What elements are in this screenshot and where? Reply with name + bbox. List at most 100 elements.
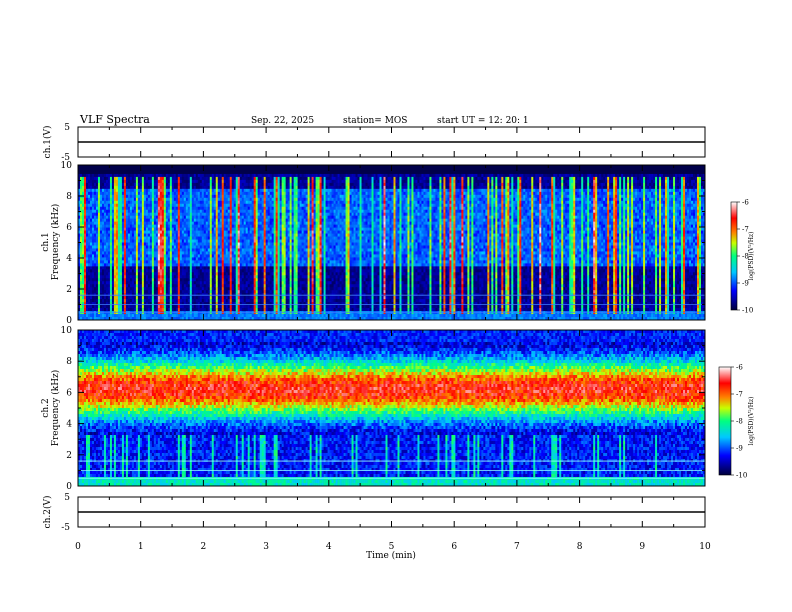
spectrogram-cell [108,287,110,290]
spectrogram-cell [116,284,118,287]
spectrogram-cell [126,207,128,210]
spectrogram-cell [118,201,120,204]
spectrogram-cell [80,245,82,248]
spectrogram-cell [96,204,98,207]
spectrogram-cell [98,231,100,234]
spectrogram-cell [94,219,96,222]
spectrogram-cell [82,269,84,272]
spectrogram-cell [124,225,126,228]
spectrogram-cell [106,189,108,192]
spectrogram-cell [86,207,88,210]
spectrogram-cell [84,305,86,308]
spectrogram-cell [94,248,96,251]
spectrogram-cell [92,272,94,275]
spectrogram-cell [90,201,92,204]
vlf-spectra-page: VLF Spectra Sep. 22, 2025 station= MOS s… [0,0,792,612]
spectrogram-cell [102,243,104,246]
spectrogram-cell [86,192,88,195]
spectrogram-cell [124,308,126,311]
spectrogram-cell [80,222,82,225]
spectrogram-cell [124,257,126,260]
spectrogram-cell [114,225,116,228]
spectrogram-cell [82,314,84,317]
spectrogram-cell [122,243,124,246]
spectrogram-cell [110,314,112,317]
spectrogram-cell [96,275,98,278]
spectrogram-cell [96,311,98,314]
spectrogram-cell [84,177,86,180]
spectrogram-cell [120,272,122,275]
spectrogram-cell [84,269,86,272]
spectrogram-cell [108,296,110,299]
spectrogram-cell [92,192,94,195]
spectrogram-cell [104,216,106,219]
spectrogram-cell [116,195,118,198]
spectrogram-cell [108,269,110,272]
spectrogram-cell [88,204,90,207]
spectrogram-cell [100,183,102,186]
spectrogram-cell [106,314,108,317]
spectrogram-cell [104,251,106,254]
spectrogram-cell [96,225,98,228]
spectrogram-cell [120,275,122,278]
spectrogram-cell [126,296,128,299]
spectrogram-cell [94,257,96,260]
spectrogram-cell [120,266,122,269]
spectrogram-cell [102,269,104,272]
spectrogram-cell [94,177,96,180]
spectrogram-cell [118,272,120,275]
spectrogram-cell [124,228,126,231]
spectrogram-cell [102,228,104,231]
spectrogram-cell [120,228,122,231]
spectrogram-cell [122,260,124,263]
spectrogram-cell [96,302,98,305]
spectrogram-cell [82,305,84,308]
spectrogram-cell [128,174,130,177]
spectrogram-cell [98,234,100,237]
spectrogram-cell [110,183,112,186]
spectrogram-cell [102,210,104,213]
spectrogram-cell [108,308,110,311]
spectrogram-cell [102,198,104,201]
spectrogram-cell [102,254,104,257]
spectrogram-cell [112,183,114,186]
spectrogram-cell [98,248,100,251]
spectrogram-cell [84,201,86,204]
spectrogram-cell [122,168,124,171]
spectrogram-cell [112,278,114,281]
spectrogram-cell [116,231,118,234]
spectrogram-cell [82,174,84,177]
spectrogram-cell [122,213,124,216]
spectrogram-cell [106,237,108,240]
spectrogram-cell [118,204,120,207]
spectrogram-cell [88,177,90,180]
spectrogram-cell [110,251,112,254]
spectrogram-cell [106,281,108,284]
spectrogram-cell [88,305,90,308]
spectrogram-cell [96,177,98,180]
spectrogram-cell [120,219,122,222]
spectrogram-cell [94,311,96,314]
spectrogram-cell [82,251,84,254]
spectrogram-cell [82,201,84,204]
spectrogram-cell [98,240,100,243]
spectrogram-cell [92,216,94,219]
spectrogram-cell [94,180,96,183]
spectrogram-cell [108,171,110,174]
spectrogram-cell [94,266,96,269]
spectrogram-cell [122,183,124,186]
spectrogram-cell [120,314,122,317]
spectrogram-cell [106,225,108,228]
spectrogram-cell [86,308,88,311]
spectrogram-cell [96,305,98,308]
spectrogram-cell [84,171,86,174]
spectrogram-cell [86,302,88,305]
spectrogram-cell [112,180,114,183]
spectrogram-cell [100,278,102,281]
spectrogram-cell [98,225,100,228]
spectrogram-cell [84,198,86,201]
spectrogram-cell [92,210,94,213]
spectrogram-cell [114,198,116,201]
spectrogram-cell [102,278,104,281]
spectrogram-cell [108,180,110,183]
